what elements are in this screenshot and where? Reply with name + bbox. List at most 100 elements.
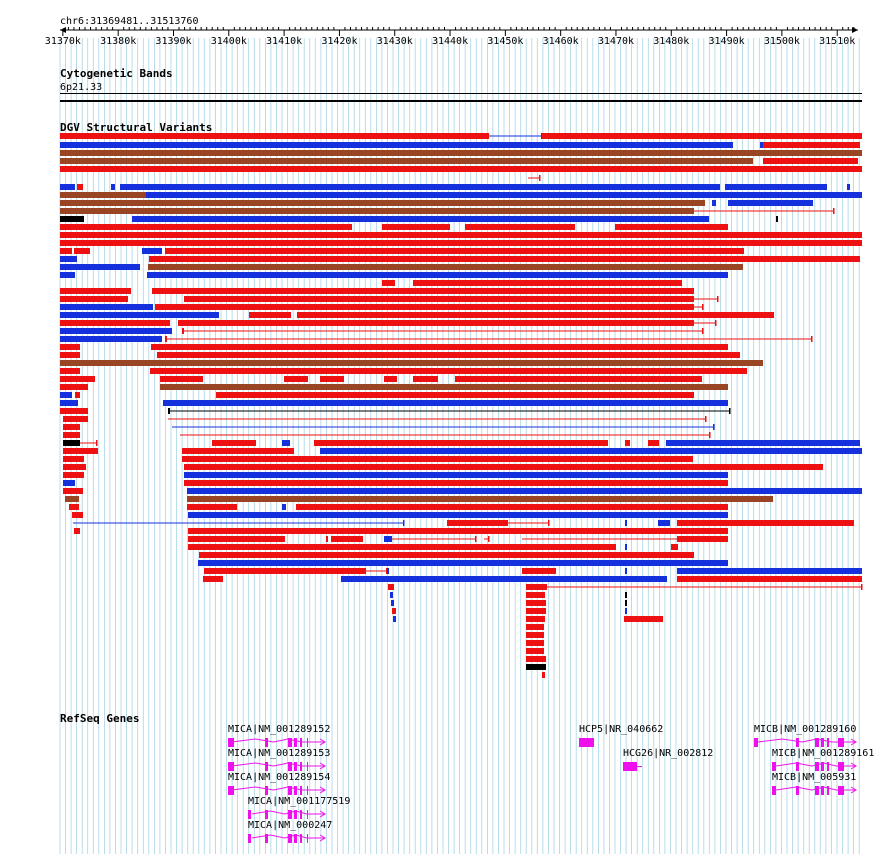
sv-bar [526,664,546,670]
sv-bar [182,448,294,454]
sv-bar [63,432,80,438]
gene-exon [288,738,292,747]
sv-bar [388,584,394,590]
sv-bar [63,448,98,454]
sv-bar [63,472,84,478]
sv-bar [188,544,616,550]
sv-bar [526,592,545,598]
sv-end-cap [702,304,704,310]
sv-bar [331,536,363,542]
sv-bar [658,520,670,526]
gene: MICB|NM_001289160 [754,724,857,747]
sv-bar [671,544,678,550]
sv-bar [763,142,860,148]
gene: MICA|NM_000247 [248,820,332,843]
sv-bar [625,440,630,446]
gene-exon [294,834,297,843]
tick-label: 31430k [377,36,413,47]
gene-exon [754,738,758,747]
gene: MICA|NM_001177519 [248,796,350,819]
gene-intron-line [231,738,325,743]
sv-bar [60,142,733,148]
sv-bar [526,600,546,606]
sv-bar [63,424,80,430]
sv-bar [60,328,172,334]
gene-exon [288,786,292,795]
sv-bar [199,552,694,558]
sv-end-cap [717,296,719,302]
sv-bar [60,192,146,198]
sv-bar [60,304,153,310]
gene-exon [300,786,302,795]
gene-intron-line [231,786,325,791]
position-label: chr6:31369481..31513760 [60,16,198,27]
sv-bar [60,133,489,139]
sv-bar [60,312,219,318]
sv-bar [625,592,627,598]
sv-bar [625,600,627,606]
sv-bar [146,192,862,198]
gene-exon [288,762,292,771]
sv-bar [163,400,728,406]
sv-end-cap [488,536,490,542]
sv-bar [60,352,80,358]
gene-exon [821,786,824,795]
gene-strand-arrow [850,738,857,746]
sv-bar [413,376,438,382]
gene-exon [827,786,829,795]
gene-exon [288,810,292,819]
gene-strand-arrow [319,834,326,842]
sv-bar [615,224,728,230]
sv-bar [382,224,450,230]
sv-bar [447,520,508,526]
sv-bar [187,504,237,510]
cytoband-line-top [60,93,862,94]
sv-bar [165,248,744,254]
sv-bar [60,158,753,164]
sv-bar [625,520,627,526]
refseq-genes: MICA|NM_001289152 MICA|NM_001289153 MICA|N… [228,724,874,843]
sv-bar [60,264,140,270]
gene-strand-arrow [319,810,326,818]
sv-bar [296,504,728,510]
gene-exon [772,762,776,771]
sv-bar [390,592,393,598]
gene-exon [307,786,308,795]
sv-bar [187,488,862,494]
sv-bar [147,272,728,278]
sv-bar [725,184,827,190]
sv-bar [148,264,743,270]
sv-end-cap [541,133,543,139]
gene-exon [228,786,234,795]
gene-exon [821,762,824,771]
sv-bar [60,248,72,254]
sv-bar [677,568,862,574]
tick-label: 31480k [653,36,689,47]
sv-bar [60,392,72,398]
sv-end-cap [833,208,835,214]
tick-label: 31400k [211,36,247,47]
sv-end-cap [475,536,477,542]
gene-exon [265,810,268,819]
gene-exon [838,738,844,747]
sv-bar [60,150,862,156]
sv-bar [542,133,862,139]
gene-label: MICA|NM_001289152 [228,724,330,735]
sv-end-cap [709,432,711,438]
sv-bar [326,536,328,542]
gene-exon [307,738,308,747]
gene: HCP5|NR_040662 [579,724,663,747]
sv-bar [188,536,285,542]
sv-bar [60,256,77,262]
sv-bar [382,280,395,286]
sv-bar [216,392,694,398]
sv-bar [455,376,702,382]
gene-exon [815,738,819,747]
gene-exon [248,810,251,819]
sv-bar [712,200,716,206]
sv-bar [60,208,694,214]
gene-exon [294,810,297,819]
sv-bar [624,616,663,622]
gene-exon [307,834,308,843]
sv-bar [63,440,80,446]
